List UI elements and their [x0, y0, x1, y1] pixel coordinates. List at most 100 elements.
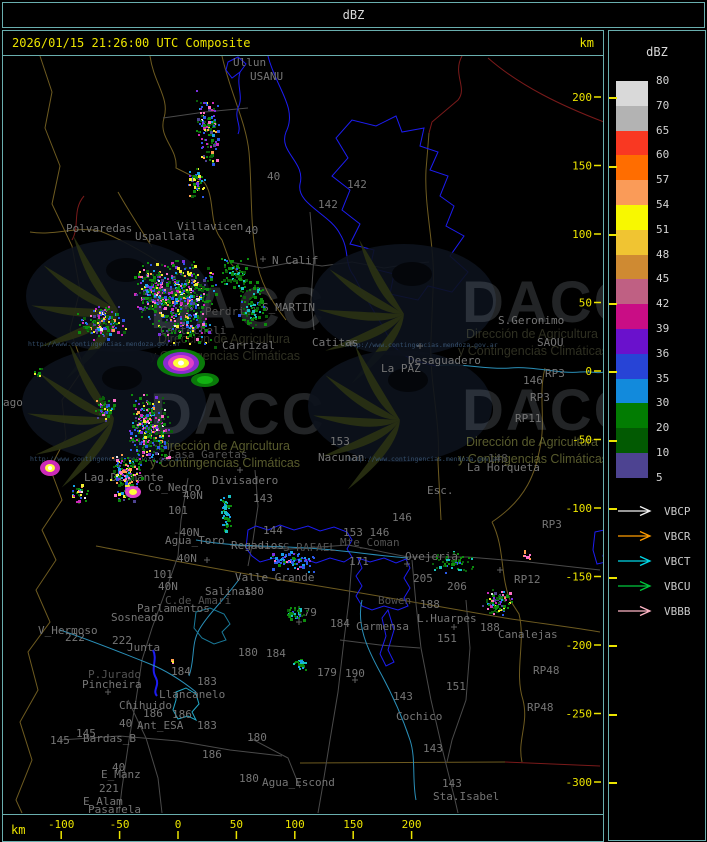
dacc-subtitle-line1: Dirección de Agricultura [466, 327, 598, 341]
dacc-acronym-watermark: DACC [150, 382, 326, 447]
map-label: 153 146 [343, 526, 389, 539]
map-label: 144 [263, 524, 283, 537]
scale-color-block [616, 155, 648, 181]
map-label: 145 [50, 734, 70, 747]
map-label: Carmensa [356, 620, 409, 633]
radar-map-viewport[interactable]: DACC Dirección de Agricultura y Contingenc… [2, 55, 604, 815]
x-tick-label: 50 [230, 818, 243, 831]
scale-value-label: 57 [656, 173, 670, 187]
map-path-river [592, 529, 603, 565]
map-label: Co_Negro [148, 481, 201, 494]
map-label: Sta.Isabel [433, 790, 499, 803]
km-unit-right: km [579, 36, 594, 50]
scale-value-label: 35 [656, 371, 670, 385]
scale-value-label: 54 [656, 198, 670, 211]
map-label: Ovejeria [405, 550, 458, 563]
radar-echo-layer [34, 90, 531, 671]
map-label: E_Manz [101, 768, 141, 781]
axis-tick [609, 165, 617, 168]
map-label: 40N [183, 489, 203, 502]
map-label: Catitas [312, 336, 358, 349]
map-label: Desaguadero [408, 354, 481, 367]
map-path-maroon [487, 57, 603, 123]
scale-value-label: 36 [656, 346, 670, 360]
axis-tick [609, 645, 617, 647]
map-label: Salinas [205, 585, 251, 598]
arrow-legend-label: VBCP [664, 504, 691, 518]
y-tick-label: 0 [585, 365, 592, 378]
scale-value-label: 48 [656, 247, 670, 261]
scale-value-label: 51 [656, 222, 670, 236]
map-path-olive [95, 545, 601, 633]
graticule-marks [105, 256, 503, 695]
vbcr-arrow-icon [618, 530, 652, 542]
axis-tick [609, 713, 617, 716]
map-label: 180 [247, 731, 267, 744]
map-label: 101 [168, 504, 188, 517]
map-label: USANU [250, 70, 283, 83]
axis-tick [609, 371, 617, 373]
map-label: 184 [330, 617, 350, 630]
arrow-legend-label: VBCT [664, 554, 691, 568]
map-label: P.Jurado [88, 668, 141, 681]
map-path-gray [339, 639, 421, 649]
map-label: 206 [447, 580, 467, 593]
map-path-gray [118, 477, 189, 814]
scale-color-block [616, 403, 648, 429]
map-label: 186 [202, 748, 222, 761]
dacc-subtitle-line1: Dirección de Agricultura [466, 435, 598, 449]
scale-value-label: 30 [656, 396, 670, 410]
map-label: 190 [345, 667, 365, 680]
map-label: Parlamentos [137, 602, 210, 615]
scale-color-block [616, 378, 648, 404]
map-label: Nacunan [318, 451, 364, 464]
map-path-gray [309, 211, 315, 331]
map-label: Ullun [233, 56, 266, 69]
bottom-axis-scale: km -100 -50 0 50 100 150 200 [11, 818, 422, 839]
map-label: 180 [238, 646, 258, 659]
map-label: La PAZ [381, 362, 421, 375]
y-tick-label: -250 [566, 708, 593, 721]
map-label: Valle Grande [235, 571, 314, 584]
bottom-axis: km -100 -50 0 50 100 150 200 [2, 814, 604, 842]
map-path-stream [188, 577, 241, 677]
x-tick-label: -50 [110, 818, 130, 831]
scale-value-label: 60 [656, 148, 670, 162]
y-tick-label: 50 [579, 297, 592, 310]
arrow-legend-row: VBCT [616, 554, 691, 568]
map-label: 142 [318, 198, 338, 211]
axis-tick [609, 439, 617, 442]
map-label: 186 [143, 707, 163, 720]
map-label: 183 [197, 675, 217, 688]
map-label: -40N [173, 526, 200, 539]
map-label: Mte_Coman [340, 536, 400, 549]
map-label: RP3 [545, 367, 565, 380]
y-tick-label: -200 [566, 639, 593, 652]
title-bar: dBZ [2, 2, 705, 28]
map-path-gray [411, 559, 459, 814]
scale-value-label: 10 [656, 446, 670, 459]
map-path-river [245, 524, 353, 564]
axis-tick [609, 508, 617, 510]
map-label: Pasarela [88, 803, 141, 814]
map-label: 222 [65, 631, 85, 644]
y-tick-label: -50 [572, 434, 592, 447]
map-path-stream [59, 629, 197, 693]
dacc-acronym-watermark: DACC [462, 270, 603, 335]
scale-value-label: 20 [656, 421, 670, 435]
right-axis: 200 150 100 50 0 -50 -100 -150 -200 -250 -300 [566, 91, 601, 789]
map-path-stream [435, 364, 603, 374]
map-label: 143 [253, 492, 273, 505]
map-path-olive [299, 761, 506, 764]
scale-color-block [616, 428, 648, 453]
map-label: 40 [119, 717, 132, 730]
map-label: 184 [171, 665, 191, 678]
km-unit-bottom: km [11, 823, 25, 837]
map-label: 151 [446, 680, 466, 693]
map-label: Regadios [231, 539, 284, 552]
map-path-gray [249, 737, 301, 789]
map-label: 146 [523, 374, 543, 387]
map-path-stream [195, 539, 409, 559]
